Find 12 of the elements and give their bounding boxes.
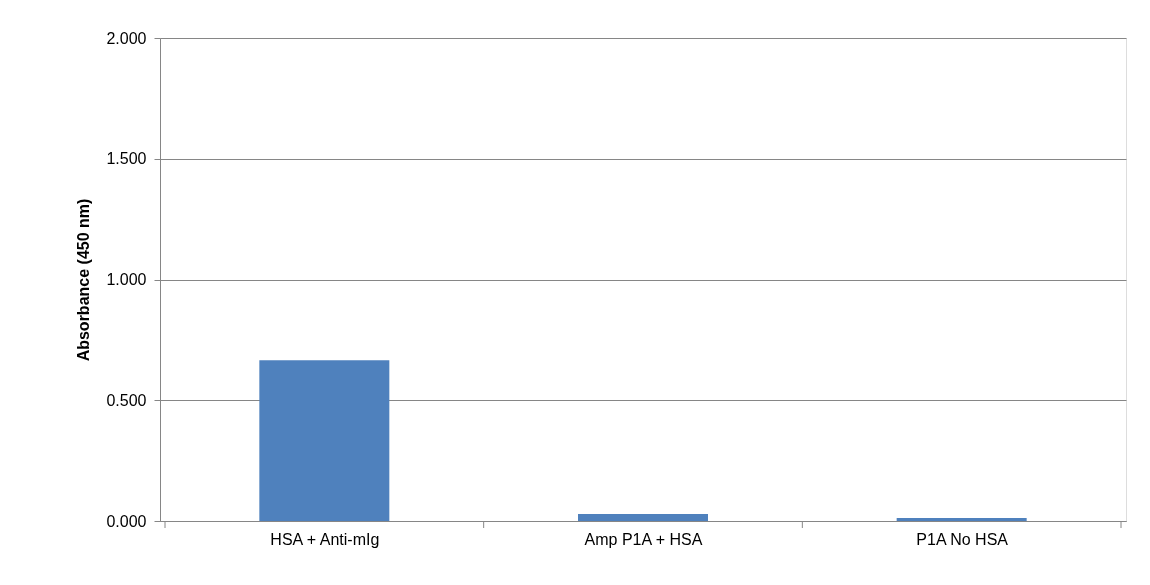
y-tick-label: 0.500 bbox=[106, 391, 147, 409]
bar bbox=[259, 360, 390, 521]
x-tick-label: P1A No HSA bbox=[916, 530, 1009, 548]
y-axis-title: Absorbance (450 nm) bbox=[75, 198, 93, 362]
bar bbox=[896, 518, 1027, 521]
y-tick-label: 0.000 bbox=[106, 512, 147, 530]
x-tick-label: Amp P1A + HSA bbox=[584, 530, 703, 548]
x-tick-label: HSA + Anti-mIg bbox=[270, 530, 380, 548]
y-tick-label: 2.000 bbox=[106, 29, 147, 47]
y-tick-label: 1.000 bbox=[106, 271, 147, 288]
y-tick-label: 1.500 bbox=[106, 150, 147, 168]
bar bbox=[578, 514, 708, 521]
